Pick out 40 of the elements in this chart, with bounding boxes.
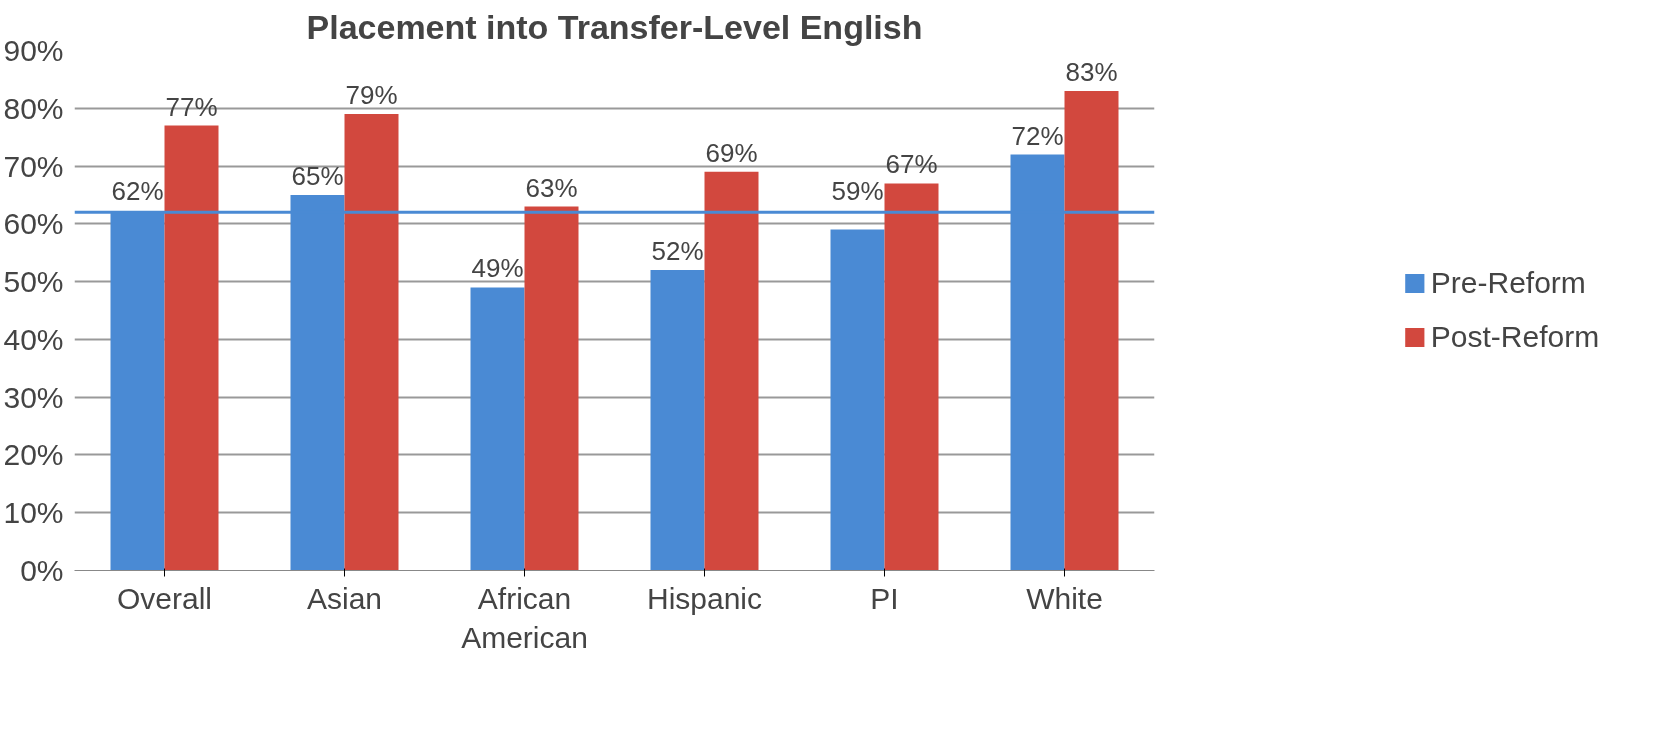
data-label: 62% bbox=[111, 176, 164, 207]
x-tick-label: White bbox=[1026, 581, 1103, 615]
legend-label: Pre-Reform bbox=[1430, 266, 1586, 300]
y-tick-label: 80% bbox=[3, 91, 64, 125]
bar bbox=[884, 183, 939, 571]
bar bbox=[650, 270, 705, 571]
y-tick-label: 60% bbox=[3, 207, 64, 241]
data-label: 72% bbox=[1011, 120, 1064, 151]
x-tick-label: Asian bbox=[306, 581, 383, 615]
bar bbox=[704, 171, 759, 571]
bar bbox=[830, 229, 885, 571]
y-tick-label: 30% bbox=[3, 380, 64, 414]
data-label: 59% bbox=[831, 176, 884, 207]
x-tick-label: African American bbox=[461, 581, 588, 655]
data-label: 83% bbox=[1065, 56, 1118, 87]
data-label: 79% bbox=[345, 80, 398, 111]
x-tick-label: Overall bbox=[116, 581, 213, 615]
y-tick-label: 50% bbox=[3, 265, 64, 299]
bar bbox=[164, 125, 219, 571]
y-tick-label: 70% bbox=[3, 149, 64, 183]
data-label: 77% bbox=[165, 91, 218, 122]
data-label: 49% bbox=[471, 253, 524, 284]
y-tick-label: 0% bbox=[20, 554, 64, 587]
data-label: 52% bbox=[651, 236, 704, 267]
y-tick-label: 40% bbox=[3, 322, 64, 356]
x-tick-label: Hispanic bbox=[646, 581, 763, 615]
y-tick-label: 90% bbox=[3, 34, 64, 67]
data-label: 65% bbox=[291, 160, 344, 191]
legend-label: Post-Reform bbox=[1430, 320, 1600, 354]
bar bbox=[470, 287, 525, 571]
data-label: 69% bbox=[705, 137, 758, 168]
bar bbox=[1064, 90, 1119, 571]
chart-title: Placement into Transfer-Level English bbox=[306, 7, 923, 46]
data-label: 67% bbox=[885, 149, 938, 180]
bar bbox=[344, 114, 399, 571]
x-tick-label: PI bbox=[870, 581, 899, 615]
bar bbox=[524, 206, 579, 571]
data-label: 63% bbox=[525, 172, 578, 203]
y-tick-label: 10% bbox=[3, 496, 64, 530]
y-tick-label: 20% bbox=[3, 438, 64, 472]
